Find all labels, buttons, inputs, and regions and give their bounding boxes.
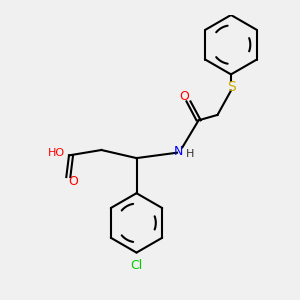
Text: S: S [226,80,236,94]
Text: H: H [186,149,195,159]
Text: Cl: Cl [130,259,142,272]
Text: N: N [174,145,183,158]
Text: O: O [179,89,189,103]
Text: O: O [68,175,78,188]
Text: HO: HO [48,148,65,158]
